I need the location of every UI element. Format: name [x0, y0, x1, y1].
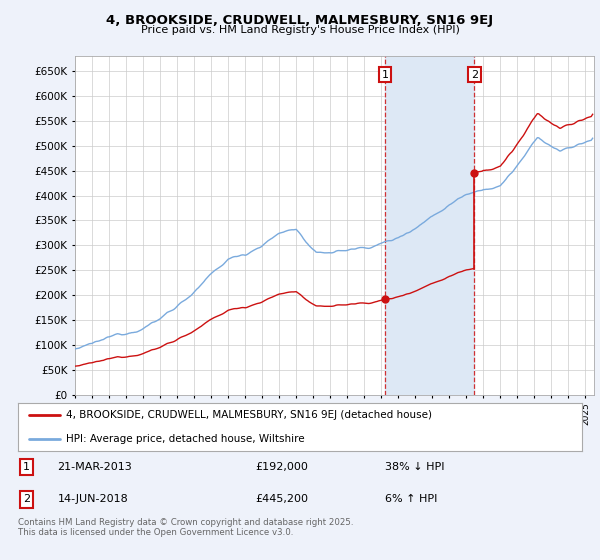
Text: Price paid vs. HM Land Registry's House Price Index (HPI): Price paid vs. HM Land Registry's House …: [140, 25, 460, 35]
Text: HPI: Average price, detached house, Wiltshire: HPI: Average price, detached house, Wilt…: [66, 434, 305, 444]
Text: £192,000: £192,000: [255, 462, 308, 472]
Text: 2: 2: [23, 494, 30, 505]
Text: 6% ↑ HPI: 6% ↑ HPI: [385, 494, 437, 505]
Text: 38% ↓ HPI: 38% ↓ HPI: [385, 462, 444, 472]
Text: Contains HM Land Registry data © Crown copyright and database right 2025.
This d: Contains HM Land Registry data © Crown c…: [18, 518, 353, 538]
Text: 1: 1: [382, 69, 389, 80]
Text: 21-MAR-2013: 21-MAR-2013: [58, 462, 132, 472]
Text: £445,200: £445,200: [255, 494, 308, 505]
Text: 14-JUN-2018: 14-JUN-2018: [58, 494, 128, 505]
Bar: [385, 56, 474, 395]
Text: 1: 1: [23, 462, 30, 472]
Text: 2: 2: [470, 69, 478, 80]
Text: 4, BROOKSIDE, CRUDWELL, MALMESBURY, SN16 9EJ: 4, BROOKSIDE, CRUDWELL, MALMESBURY, SN16…: [106, 14, 494, 27]
Text: 4, BROOKSIDE, CRUDWELL, MALMESBURY, SN16 9EJ (detached house): 4, BROOKSIDE, CRUDWELL, MALMESBURY, SN16…: [66, 410, 432, 420]
